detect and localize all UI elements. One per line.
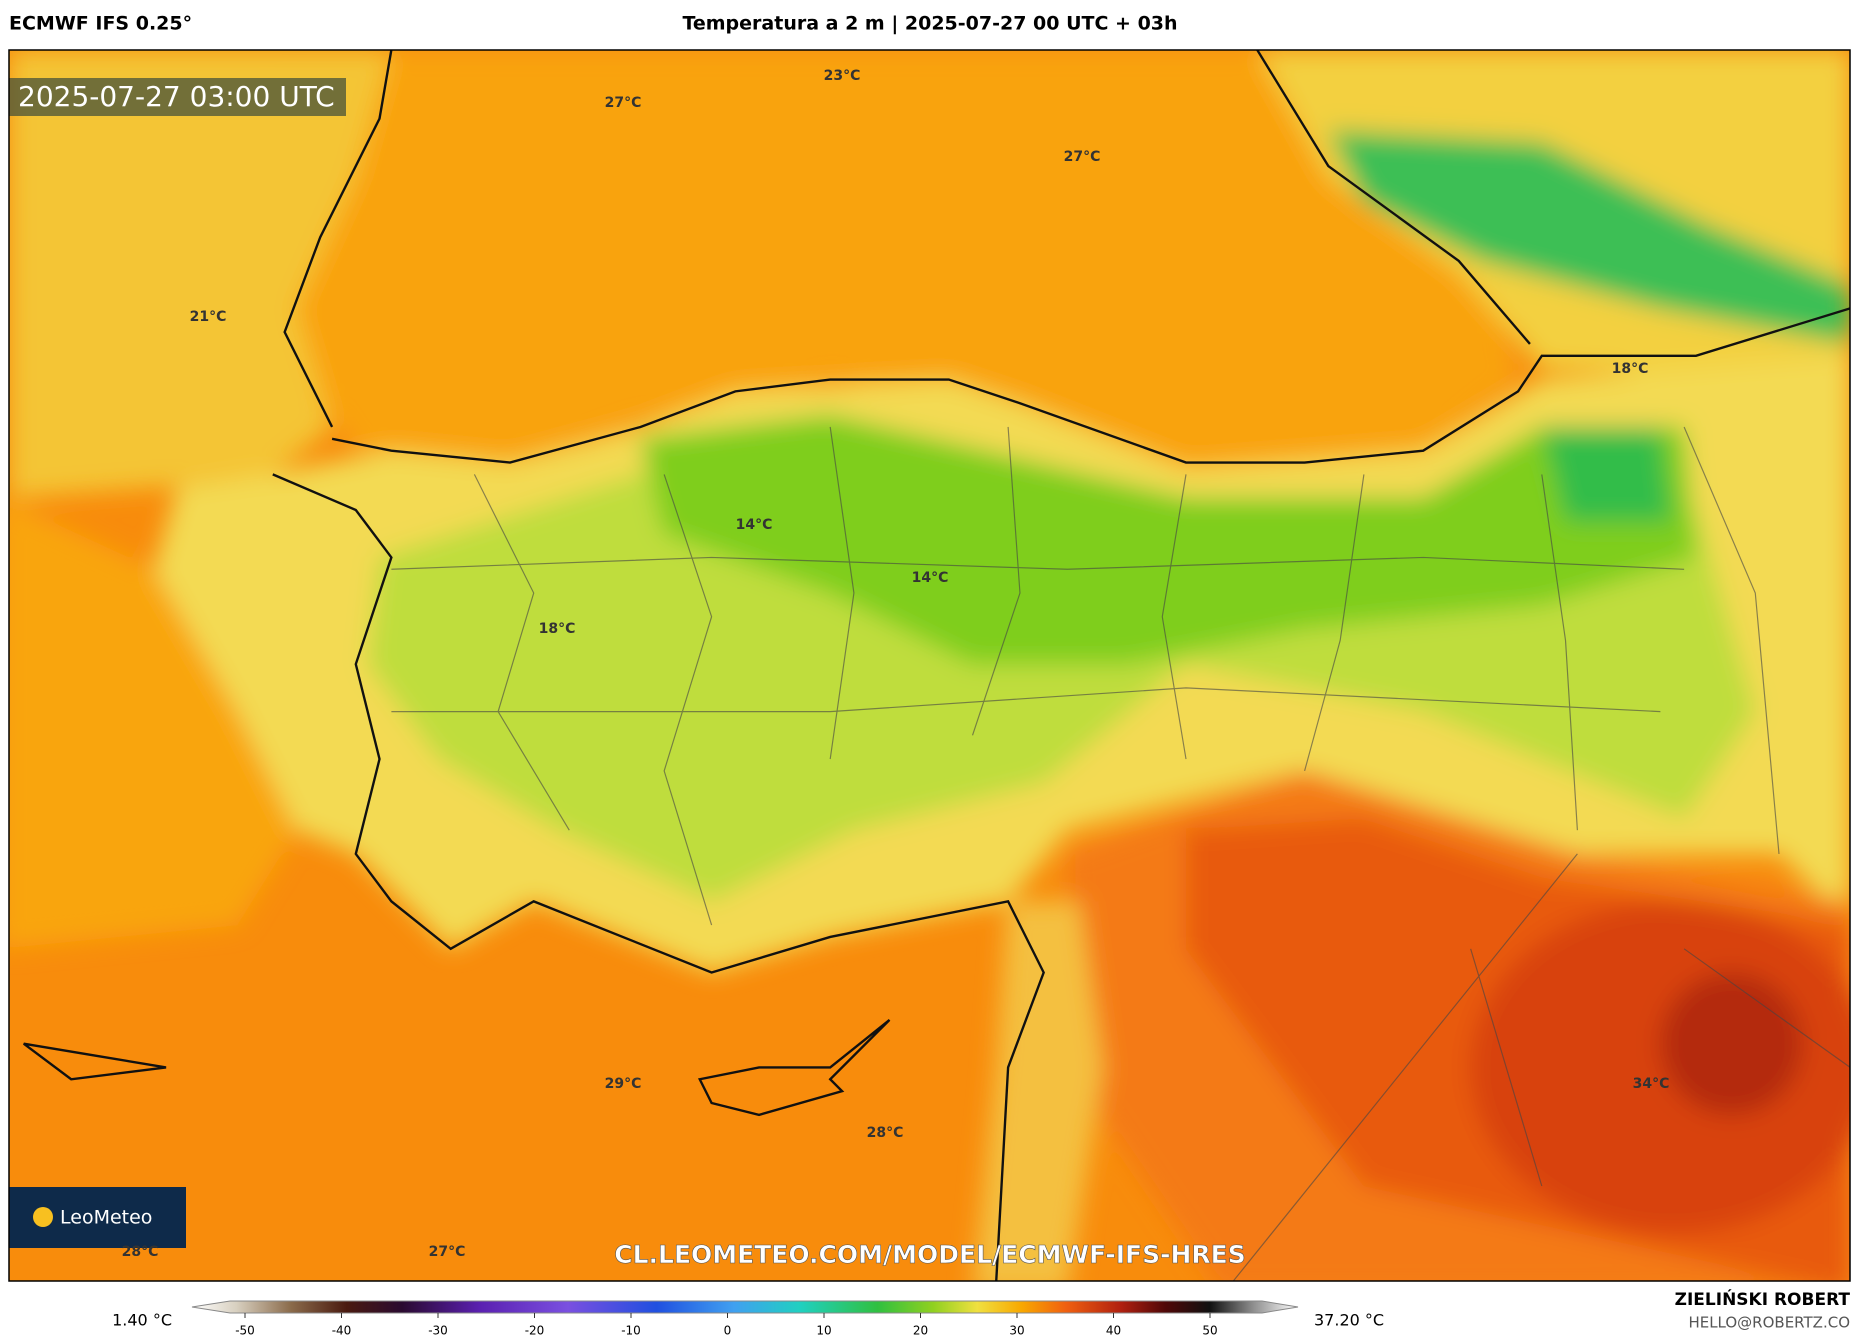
colorbar-tick-label: -40 (332, 1324, 352, 1338)
temperature-label: 27°C (429, 1244, 466, 1260)
temperature-label: 23°C (824, 68, 861, 84)
model-name: ECMWF IFS 0.25° (9, 13, 192, 35)
colorbar-max: 37.20 °C (1314, 1311, 1384, 1330)
timestamp-box (9, 78, 346, 116)
temperature-label: 29°C (605, 1076, 642, 1092)
colorbar-min: 1.40 °C (112, 1311, 172, 1330)
colorbar-tick-label: -30 (428, 1324, 448, 1338)
colorbar-tick-label: 50 (1202, 1324, 1217, 1338)
temperature-label: 27°C (1064, 149, 1101, 165)
colorbar-tick-label: 0 (724, 1324, 732, 1338)
author: ZIELIŃSKI ROBERT (1675, 1288, 1851, 1310)
colorbar-tick-label: 40 (1106, 1324, 1121, 1338)
temperature-labels: 23°C 27°C 27°C 21°C 18°C 14°C 14°C 18°C 29°C 28°C… (122, 68, 1670, 1260)
watermark: CL.LEOMETEO.COM/MODEL/ECMWF-IFS-HRES (614, 1240, 1246, 1269)
colorbar-ticks: -50 -40 -30 -20 -10 0 10 20 30 40 50 (235, 1313, 1218, 1338)
temperature-label: 21°C (190, 309, 227, 325)
colorbar (191, 1300, 1299, 1314)
borders (391, 426, 1850, 1281)
temperature-label: 14°C (736, 517, 773, 533)
temperature-label: 27°C (605, 95, 642, 111)
colorbar-tick-label: 30 (1009, 1324, 1024, 1338)
temperature-label: 14°C (912, 570, 949, 586)
logo-sun (33, 1207, 53, 1227)
temperature-label: 28°C (122, 1244, 159, 1260)
temperature-label: 28°C (867, 1125, 904, 1141)
temperature-label: 34°C (1633, 1076, 1670, 1092)
colorbar-tick-label: -10 (621, 1324, 641, 1338)
map-title: Temperatura a 2 m | 2025-07-27 00 UTC + … (682, 13, 1177, 35)
temperature-label: 18°C (1612, 361, 1649, 377)
map-frame (8, 49, 1851, 1282)
map: 2025-07-27 03:00 UTC LeoMeteo CL.LEOMETE… (9, 50, 1850, 1281)
colorbar-tick-label: 10 (816, 1324, 831, 1338)
timestamp: 2025-07-27 03:00 UTC (18, 80, 335, 113)
logo-text: LeoMeteo (60, 1207, 152, 1229)
email: HELLO@ROBERTZ.CO (1688, 1314, 1850, 1332)
colorbar-tick-label: -50 (235, 1324, 255, 1338)
colorbar-tick-label: 20 (913, 1324, 928, 1338)
coastline (23, 50, 1850, 1281)
temperature-label: 18°C (539, 621, 576, 637)
colorbar-tick-label: -20 (525, 1324, 545, 1338)
